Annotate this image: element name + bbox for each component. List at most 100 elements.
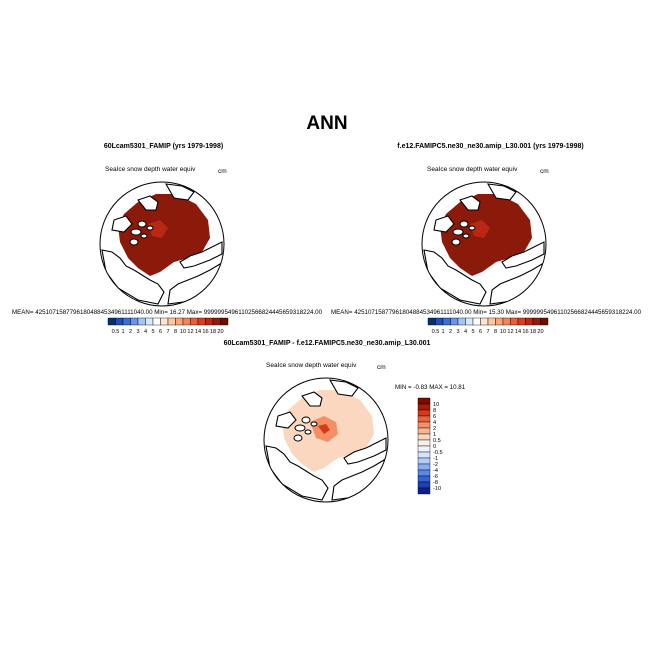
colorbar-tick-label: 4 — [144, 329, 147, 335]
island — [310, 421, 318, 427]
colorbar-swatch — [417, 457, 431, 465]
island — [129, 238, 139, 246]
colorbar-swatch — [487, 317, 496, 326]
coastline — [423, 249, 487, 305]
colorbar-swatch — [107, 317, 116, 326]
panel-2-colorbar: 0.5 1 2 3 4 5 6 7 8 10 12 14 16 18 20 — [427, 317, 549, 335]
colorbar-tick-label: 14 — [515, 329, 521, 335]
colorbar-tick-label: 6 — [479, 329, 482, 335]
colorbar-swatch — [152, 317, 161, 326]
colorbar-swatch — [417, 445, 431, 453]
colorbar-tick-label: 8 — [494, 329, 497, 335]
island — [294, 424, 306, 432]
panel-1-colorbar: 0.5 1 2 3 4 5 6 7 8 10 12 14 16 18 20 — [107, 317, 229, 335]
colorbar-swatch — [137, 317, 146, 326]
colorbar-tick-label: -4 — [433, 468, 438, 474]
colorbar-swatch — [417, 451, 431, 459]
colorbar-swatch — [175, 317, 184, 326]
map-boundary — [263, 377, 389, 503]
colorbar-swatch — [197, 317, 206, 326]
panel-2-units-label: cm — [540, 168, 549, 175]
colorbar-tick-label: 0.5 — [432, 329, 440, 335]
colorbar-swatch — [525, 317, 534, 326]
colorbar-tick-label: 4 — [433, 420, 436, 426]
colorbar-swatch — [427, 317, 436, 326]
colorbar-tick-label: 20 — [537, 329, 543, 335]
coastline — [343, 437, 387, 465]
panel-2-title: f.e12.FAMIPC5.ne30_ne30.amip_L30.001 (yr… — [397, 143, 584, 150]
colorbar-swatch — [480, 317, 489, 326]
colorbar-swatch — [417, 409, 431, 417]
colorbar-swatch — [517, 317, 526, 326]
colorbar-tick-label: 5 — [151, 329, 154, 335]
colorbar-swatch — [417, 427, 431, 435]
colorbar-tick-label: 3 — [456, 329, 459, 335]
colorbar-swatch — [417, 475, 431, 483]
colorbar-tick-label: 12 — [507, 329, 513, 335]
island — [459, 220, 469, 228]
colorbar-tick-label: -0.5 — [433, 450, 443, 456]
coastline — [301, 391, 323, 407]
colorbar-swatch — [417, 487, 431, 495]
colorbar-tick-label: 3 — [136, 329, 139, 335]
island — [130, 228, 142, 236]
panel-1-title: 60Lcam5301_FAMIP (yrs 1979-1998) — [103, 143, 224, 150]
colorbar-tick-label: 0.5 — [433, 438, 441, 444]
panel-1-variable-label: SeaIce snow depth water equiv — [105, 166, 196, 173]
coastline — [265, 445, 329, 501]
colorbar-swatch — [220, 317, 229, 326]
colorbar-swatch — [532, 317, 541, 326]
panel-3-polar-map — [263, 377, 389, 503]
colorbar-swatch — [182, 317, 191, 326]
colorbar-tick-label: 8 — [174, 329, 177, 335]
colorbar-swatch — [510, 317, 519, 326]
thick-snow-patch — [470, 220, 490, 238]
colorbar-tick-label: 7 — [486, 329, 489, 335]
colorbar-swatch — [502, 317, 511, 326]
colorbar-swatch — [495, 317, 504, 326]
panel-3-variable-label: SeaIce snow depth water equiv — [266, 362, 357, 369]
colorbar-tick-label: 6 — [433, 414, 436, 420]
coastline — [137, 195, 159, 211]
coastline — [179, 241, 223, 269]
colorbar-swatch — [417, 403, 431, 411]
colorbar-tick-label: 1 — [433, 432, 436, 438]
colorbar-tick-label: 10 — [433, 402, 439, 408]
colorbar-tick-label: 10 — [500, 329, 506, 335]
colorbar-tick-label: -8 — [433, 480, 438, 486]
colorbar-swatch — [160, 317, 169, 326]
colorbar-tick-label: 20 — [217, 329, 223, 335]
colorbar-tick-label: 4 — [464, 329, 467, 335]
colorbar-swatch — [417, 463, 431, 471]
island — [301, 416, 311, 424]
colorbar-tick-label: 0.5 — [112, 329, 120, 335]
colorbar-tick-label: 2 — [129, 329, 132, 335]
colorbar-swatch — [457, 317, 466, 326]
island — [462, 233, 470, 239]
panel-3-units-label: cm — [377, 364, 386, 371]
colorbar-swatch — [145, 317, 154, 326]
island — [137, 220, 147, 228]
colorbar-swatch — [435, 317, 444, 326]
colorbar-tick-label: 0 — [433, 444, 436, 450]
island — [304, 429, 312, 435]
coastline — [486, 183, 517, 201]
colorbar-swatch — [540, 317, 549, 326]
coastline — [501, 241, 545, 269]
coastline — [111, 215, 133, 233]
colorbar-tick-label: -1 — [433, 456, 438, 462]
coastline — [433, 215, 455, 233]
colorbar-tick-label: 18 — [210, 329, 216, 335]
strong-anomaly — [318, 424, 330, 434]
island — [452, 228, 464, 236]
coastline — [328, 379, 359, 397]
coastline — [275, 411, 297, 429]
coastline — [164, 183, 195, 201]
colorbar-swatch — [190, 317, 199, 326]
colorbar-tick-label: -2 — [433, 462, 438, 468]
colorbar-tick-label: 5 — [471, 329, 474, 335]
colorbar-tick-label: 2 — [449, 329, 452, 335]
sea-ice-field — [440, 194, 532, 276]
colorbar-tick-label: 16 — [522, 329, 528, 335]
colorbar-tick-label: 8 — [433, 408, 436, 414]
